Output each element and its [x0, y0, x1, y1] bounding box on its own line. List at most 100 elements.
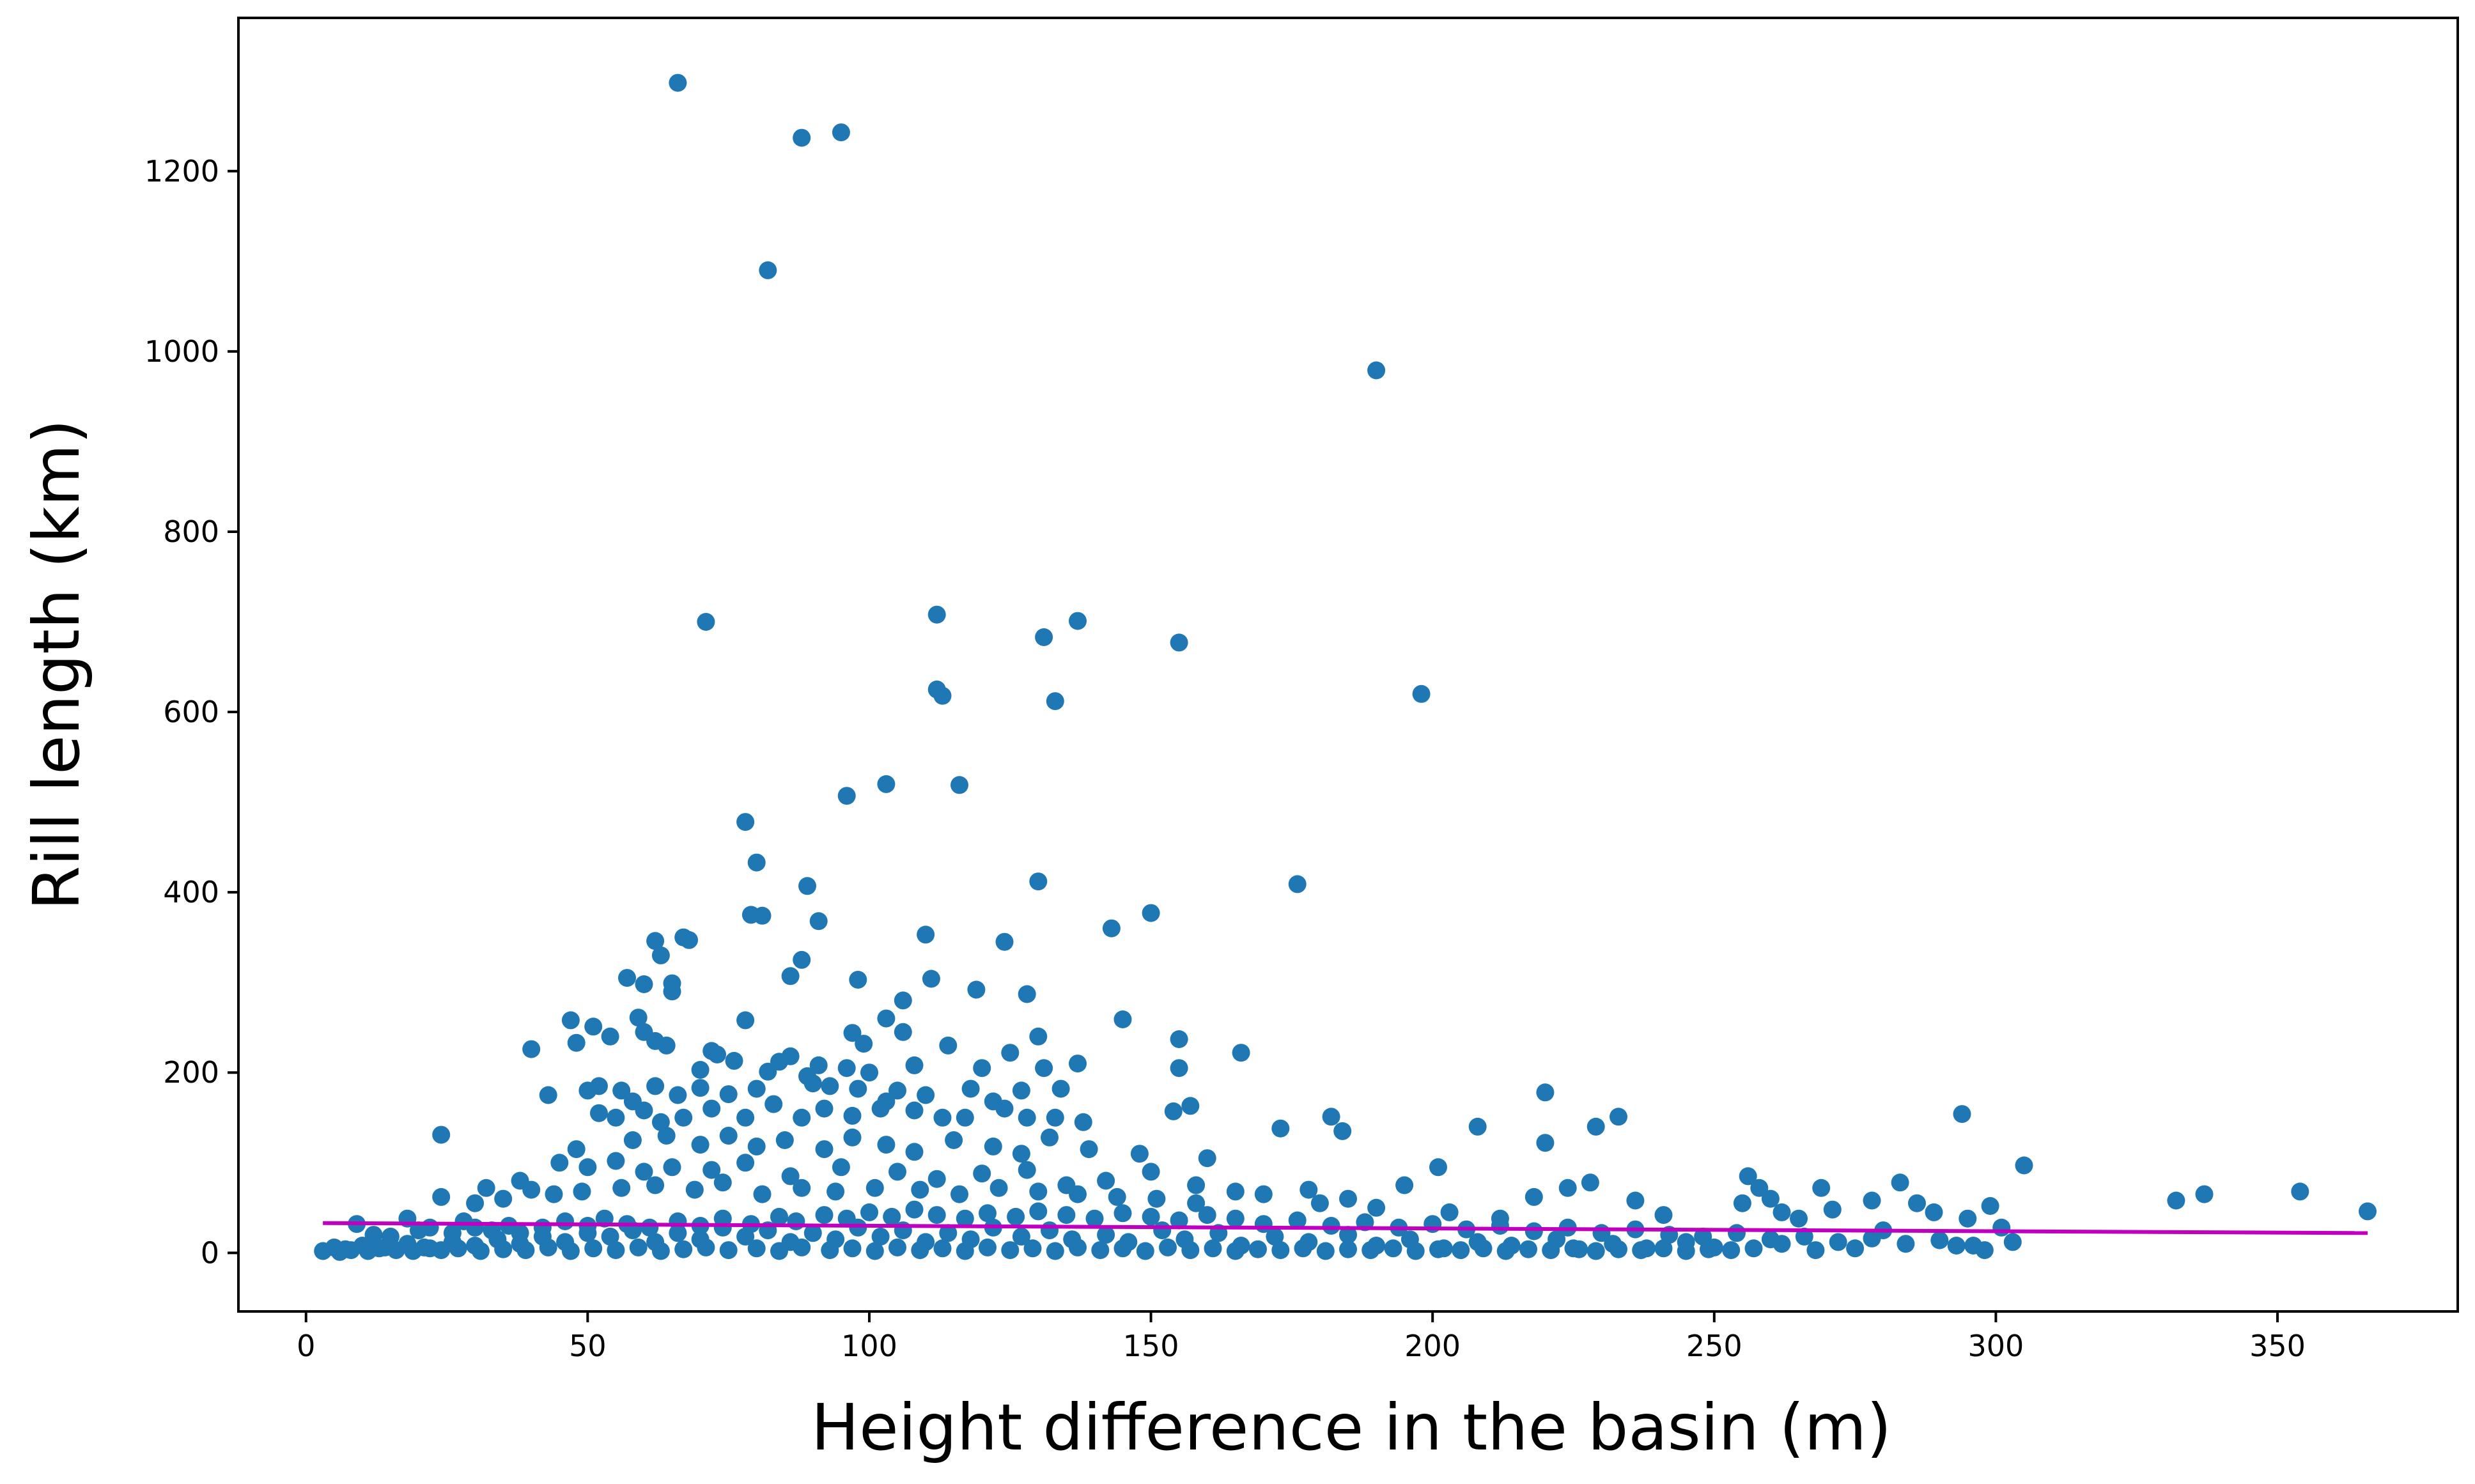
data-point	[849, 971, 867, 989]
data-point	[837, 1059, 856, 1078]
data-point	[984, 1137, 1002, 1156]
data-point	[995, 932, 1014, 951]
data-point	[736, 1154, 755, 1172]
data-point	[1069, 1238, 1087, 1256]
data-point	[1085, 1209, 1104, 1228]
data-point	[1474, 1239, 1493, 1258]
data-point	[1744, 1239, 1763, 1258]
data-point	[370, 1239, 389, 1258]
data-point	[1147, 1189, 1166, 1208]
data-point	[1012, 1145, 1030, 1163]
data-point	[843, 1024, 862, 1042]
data-point	[674, 1240, 693, 1258]
data-point	[973, 1059, 991, 1078]
data-point	[917, 1086, 935, 1104]
data-point	[933, 1108, 952, 1127]
data-point	[843, 1106, 862, 1125]
data-point	[894, 1023, 912, 1041]
data-point	[1947, 1237, 1966, 1255]
data-point	[736, 1108, 755, 1127]
data-point	[1051, 1079, 1070, 1098]
data-point	[629, 1238, 648, 1256]
data-point	[1452, 1241, 1470, 1260]
data-point	[1739, 1167, 1757, 1186]
data-point	[601, 1227, 619, 1246]
data-point	[1908, 1194, 1926, 1212]
data-point	[421, 1218, 439, 1237]
data-point	[2003, 1233, 2022, 1251]
data-point	[1001, 1044, 1020, 1062]
data-point	[657, 1036, 676, 1055]
data-point	[989, 1179, 1008, 1197]
data-point	[933, 686, 952, 705]
data-point	[629, 1009, 648, 1027]
x-tick-label: 150	[1123, 1329, 1179, 1363]
data-point	[1654, 1206, 1673, 1225]
data-point	[871, 1099, 890, 1118]
data-point	[945, 1131, 963, 1149]
data-point	[1069, 1185, 1087, 1203]
data-point	[607, 1152, 625, 1170]
data-point	[793, 950, 811, 969]
data-point	[950, 1185, 968, 1203]
data-point	[888, 1081, 906, 1100]
x-tick-label: 100	[841, 1329, 897, 1363]
data-point	[1046, 1108, 1064, 1127]
data-point	[1271, 1119, 1290, 1138]
data-point	[961, 1079, 980, 1098]
data-point	[759, 1062, 777, 1081]
data-point	[1181, 1241, 1200, 1260]
data-point	[1159, 1238, 1177, 1256]
data-point	[809, 912, 828, 931]
data-point	[342, 1241, 361, 1260]
data-point	[1339, 1240, 1357, 1258]
data-point	[2359, 1202, 2377, 1221]
data-point	[1468, 1117, 1487, 1136]
data-point	[713, 1173, 732, 1192]
data-point	[1069, 612, 1087, 630]
data-point	[1823, 1200, 1842, 1219]
data-point	[432, 1187, 451, 1206]
data-point	[685, 1180, 704, 1199]
data-point	[803, 1074, 822, 1093]
data-point	[651, 946, 670, 964]
data-point	[793, 1108, 811, 1127]
data-point	[567, 1033, 586, 1052]
data-point	[1339, 1189, 1357, 1208]
data-point	[1113, 1204, 1132, 1223]
data-point	[432, 1241, 451, 1260]
data-point	[466, 1194, 485, 1212]
data-point	[607, 1108, 625, 1127]
data-point	[905, 1200, 924, 1219]
data-point	[1029, 872, 1048, 891]
data-point	[415, 1238, 433, 1256]
data-point	[917, 925, 935, 944]
data-point	[1429, 1240, 1447, 1258]
y-tick-label: 400	[163, 875, 219, 909]
data-point	[697, 613, 715, 631]
data-point	[1406, 1242, 1425, 1260]
data-point	[815, 1099, 834, 1118]
data-point	[1654, 1239, 1673, 1258]
data-point	[815, 1206, 834, 1225]
data-point	[803, 1224, 822, 1242]
data-point	[1187, 1194, 1206, 1212]
x-tick-label: 0	[297, 1329, 315, 1363]
data-point	[2195, 1185, 2214, 1203]
data-point	[561, 1011, 580, 1030]
data-point	[877, 775, 896, 793]
data-point	[1491, 1217, 1509, 1235]
data-point	[1525, 1222, 1543, 1241]
data-point	[561, 1242, 580, 1260]
data-point	[1113, 1010, 1132, 1028]
data-point	[821, 1241, 839, 1260]
data-point	[1519, 1240, 1537, 1258]
y-tick-label: 1200	[144, 154, 219, 189]
data-point	[1254, 1185, 1273, 1203]
data-point	[1113, 1239, 1132, 1258]
data-point	[539, 1086, 557, 1104]
data-point	[1925, 1203, 1943, 1221]
data-point	[747, 853, 766, 872]
data-point	[1108, 1187, 1126, 1206]
